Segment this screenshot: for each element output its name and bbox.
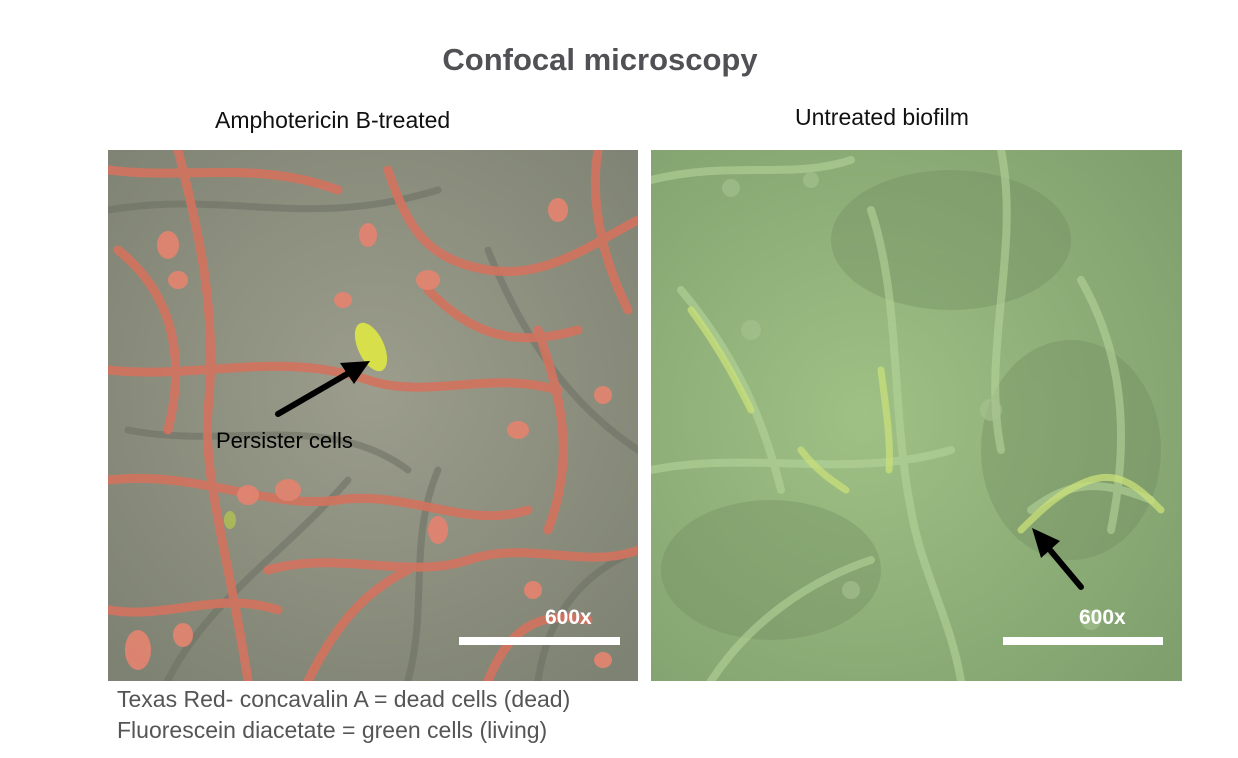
micrograph-treated-image — [108, 150, 638, 681]
micrograph-untreated-image — [651, 150, 1182, 681]
scale-label-treated: 600x — [545, 606, 592, 629]
scale-label-untreated: 600x — [1079, 606, 1126, 629]
micrograph-untreated: 600x — [651, 150, 1182, 681]
micrograph-treated: 600x Persister cells — [108, 150, 638, 681]
persister-cells-label: Persister cells — [216, 428, 353, 453]
legend-line-living: Fluorescein diacetate = green cells (liv… — [117, 717, 548, 743]
panel-label-treated: Amphotericin B-treated — [215, 107, 451, 133]
scale-bar-treated — [459, 637, 620, 645]
legend-line-dead: Texas Red- concavalin A = dead cells (de… — [117, 686, 571, 712]
figure-title: Confocal microscopy — [442, 42, 758, 77]
scale-bar-untreated — [1003, 637, 1163, 645]
panel-label-untreated: Untreated biofilm — [795, 104, 969, 130]
